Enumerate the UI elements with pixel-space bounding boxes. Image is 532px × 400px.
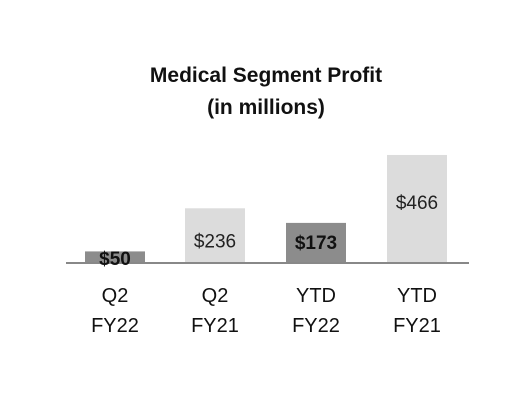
value-label-ytd-fy21: $466 [396, 193, 438, 214]
category-label-q2-fy22-line-2: FY22 [91, 315, 139, 337]
value-label-q2-fy21: $236 [194, 231, 236, 252]
category-label-q2-fy22-line-1: Q2 [102, 285, 129, 307]
chart-title-line-2: (in millions) [207, 96, 325, 119]
bar-q2-fy22 [85, 251, 145, 263]
category-label-ytd-fy21-line-1: YTD [397, 285, 437, 307]
category-label-q2-fy21-line-2: FY21 [191, 315, 239, 337]
bar-q2-fy21 [185, 208, 245, 263]
labels-layer: $50 Q2 FY22 $236 Q2 FY21 $173 YTD FY22 $466 YTD FY2… [91, 193, 441, 337]
chart-title-line-1: Medical Segment Profit [150, 64, 382, 87]
category-label-ytd-fy22-line-2: FY22 [292, 315, 340, 337]
value-label-ytd-fy22: $173 [295, 233, 337, 254]
value-label-q2-fy22: $50 [99, 249, 131, 270]
bars-layer [85, 154, 447, 263]
category-label-q2-fy21-line-1: Q2 [202, 285, 229, 307]
bar-ytd-fy22 [286, 222, 346, 263]
category-label-ytd-fy21-line-2: FY21 [393, 315, 441, 337]
bar-ytd-fy21 [387, 154, 447, 263]
category-label-ytd-fy22-line-1: YTD [296, 285, 336, 307]
